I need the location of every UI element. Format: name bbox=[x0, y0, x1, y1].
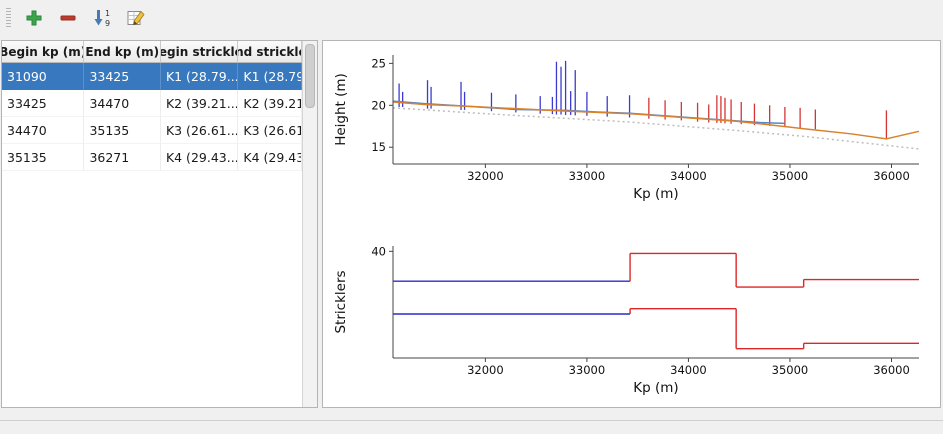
table-cell[interactable]: K4 (29.43... bbox=[238, 144, 302, 171]
svg-text:1: 1 bbox=[105, 9, 110, 18]
column-header-label: Begin kp (m) bbox=[2, 44, 85, 59]
table-cell[interactable]: K3 (26.61... bbox=[160, 117, 239, 144]
plus-icon bbox=[26, 10, 42, 26]
sort-numeric-icon: 1 9 bbox=[94, 9, 110, 28]
scrollbar-thumb[interactable] bbox=[305, 44, 315, 108]
y-axis-label: Stricklers bbox=[333, 270, 349, 333]
y-tick-label: 15 bbox=[371, 140, 386, 154]
column-header-label: End strickler bbox=[238, 44, 301, 59]
x-tick-label: 33000 bbox=[569, 363, 606, 377]
edit-button[interactable] bbox=[123, 5, 149, 31]
x-tick-label: 33000 bbox=[569, 169, 606, 183]
table-cell[interactable]: K1 (28.79... bbox=[238, 63, 302, 90]
height-profile-chart: 32000 33000 34000 35000 36000 15 20 25 Kp (m) Hei… bbox=[333, 55, 920, 202]
x-tick-label: 32000 bbox=[467, 363, 504, 377]
status-divider bbox=[0, 420, 943, 421]
table-cell[interactable]: 33425 bbox=[2, 90, 85, 117]
x-tick-label: 34000 bbox=[670, 363, 707, 377]
table-cell[interactable]: 36271 bbox=[84, 144, 161, 171]
column-header-label: Begin strickler bbox=[161, 44, 237, 59]
table-cell[interactable]: K3 (26.61... bbox=[238, 117, 302, 144]
y-tick-label: 25 bbox=[371, 56, 386, 70]
x-axis-label: Kp (m) bbox=[633, 186, 678, 202]
table-cell[interactable]: K1 (28.79... bbox=[161, 63, 239, 90]
table-cell[interactable]: 33425 bbox=[84, 63, 161, 90]
dashed-reference-line bbox=[392, 107, 920, 150]
x-tick-label: 36000 bbox=[873, 363, 910, 377]
column-header-begin-strickler[interactable]: Begin strickler bbox=[160, 41, 239, 63]
toolbar: 1 9 bbox=[0, 0, 943, 36]
table-header: Begin kp (m) End kp (m) Begin strickler … bbox=[2, 41, 302, 63]
table-cell[interactable]: 34470 bbox=[2, 117, 85, 144]
x-tick-label: 34000 bbox=[670, 169, 707, 183]
strickler-zones-table: Begin kp (m) End kp (m) Begin strickler … bbox=[1, 40, 318, 408]
svg-text:9: 9 bbox=[105, 19, 110, 28]
table-cell[interactable]: 35135 bbox=[84, 117, 161, 144]
sort-button[interactable]: 1 9 bbox=[89, 5, 115, 31]
x-tick-label: 36000 bbox=[873, 169, 910, 183]
charts-canvas: 32000 33000 34000 35000 36000 15 20 25 Kp (m) Hei… bbox=[333, 55, 920, 396]
charts-panel: 32000 33000 34000 35000 36000 15 20 25 Kp (m) Hei… bbox=[322, 40, 941, 408]
table-scrollbar[interactable] bbox=[302, 41, 317, 407]
y-tick-label: 40 bbox=[371, 244, 386, 258]
stricklers-chart: 32000 33000 34000 35000 36000 40 Kp (m) Strickl… bbox=[333, 244, 919, 396]
add-button[interactable] bbox=[21, 5, 47, 31]
table-cell[interactable]: 34470 bbox=[84, 90, 161, 117]
x-tick-label: 35000 bbox=[772, 363, 809, 377]
column-header-end-kp[interactable]: End kp (m) bbox=[84, 41, 161, 63]
y-axis-label: Height (m) bbox=[333, 73, 349, 146]
column-header-begin-kp[interactable]: Begin kp (m) bbox=[2, 41, 85, 63]
table-cell[interactable]: K2 (39.21... bbox=[160, 90, 239, 117]
toolbar-grip[interactable] bbox=[6, 8, 11, 28]
x-tick-label: 35000 bbox=[772, 169, 809, 183]
minus-icon bbox=[60, 15, 76, 21]
table-cell[interactable]: K4 (29.43... bbox=[160, 144, 239, 171]
y-tick-label: 20 bbox=[371, 98, 386, 112]
table-cell[interactable]: 31090 bbox=[2, 63, 85, 90]
x-axis-label: Kp (m) bbox=[633, 380, 678, 396]
edit-table-icon bbox=[127, 10, 145, 25]
table-cell[interactable]: K2 (39.21... bbox=[238, 90, 302, 117]
column-header-label: End kp (m) bbox=[85, 44, 160, 59]
column-header-end-strickler[interactable]: End strickler bbox=[238, 41, 302, 63]
remove-button[interactable] bbox=[55, 5, 81, 31]
x-tick-label: 32000 bbox=[467, 169, 504, 183]
bed-profile-line bbox=[392, 101, 920, 140]
table-cell[interactable]: 35135 bbox=[2, 144, 85, 171]
